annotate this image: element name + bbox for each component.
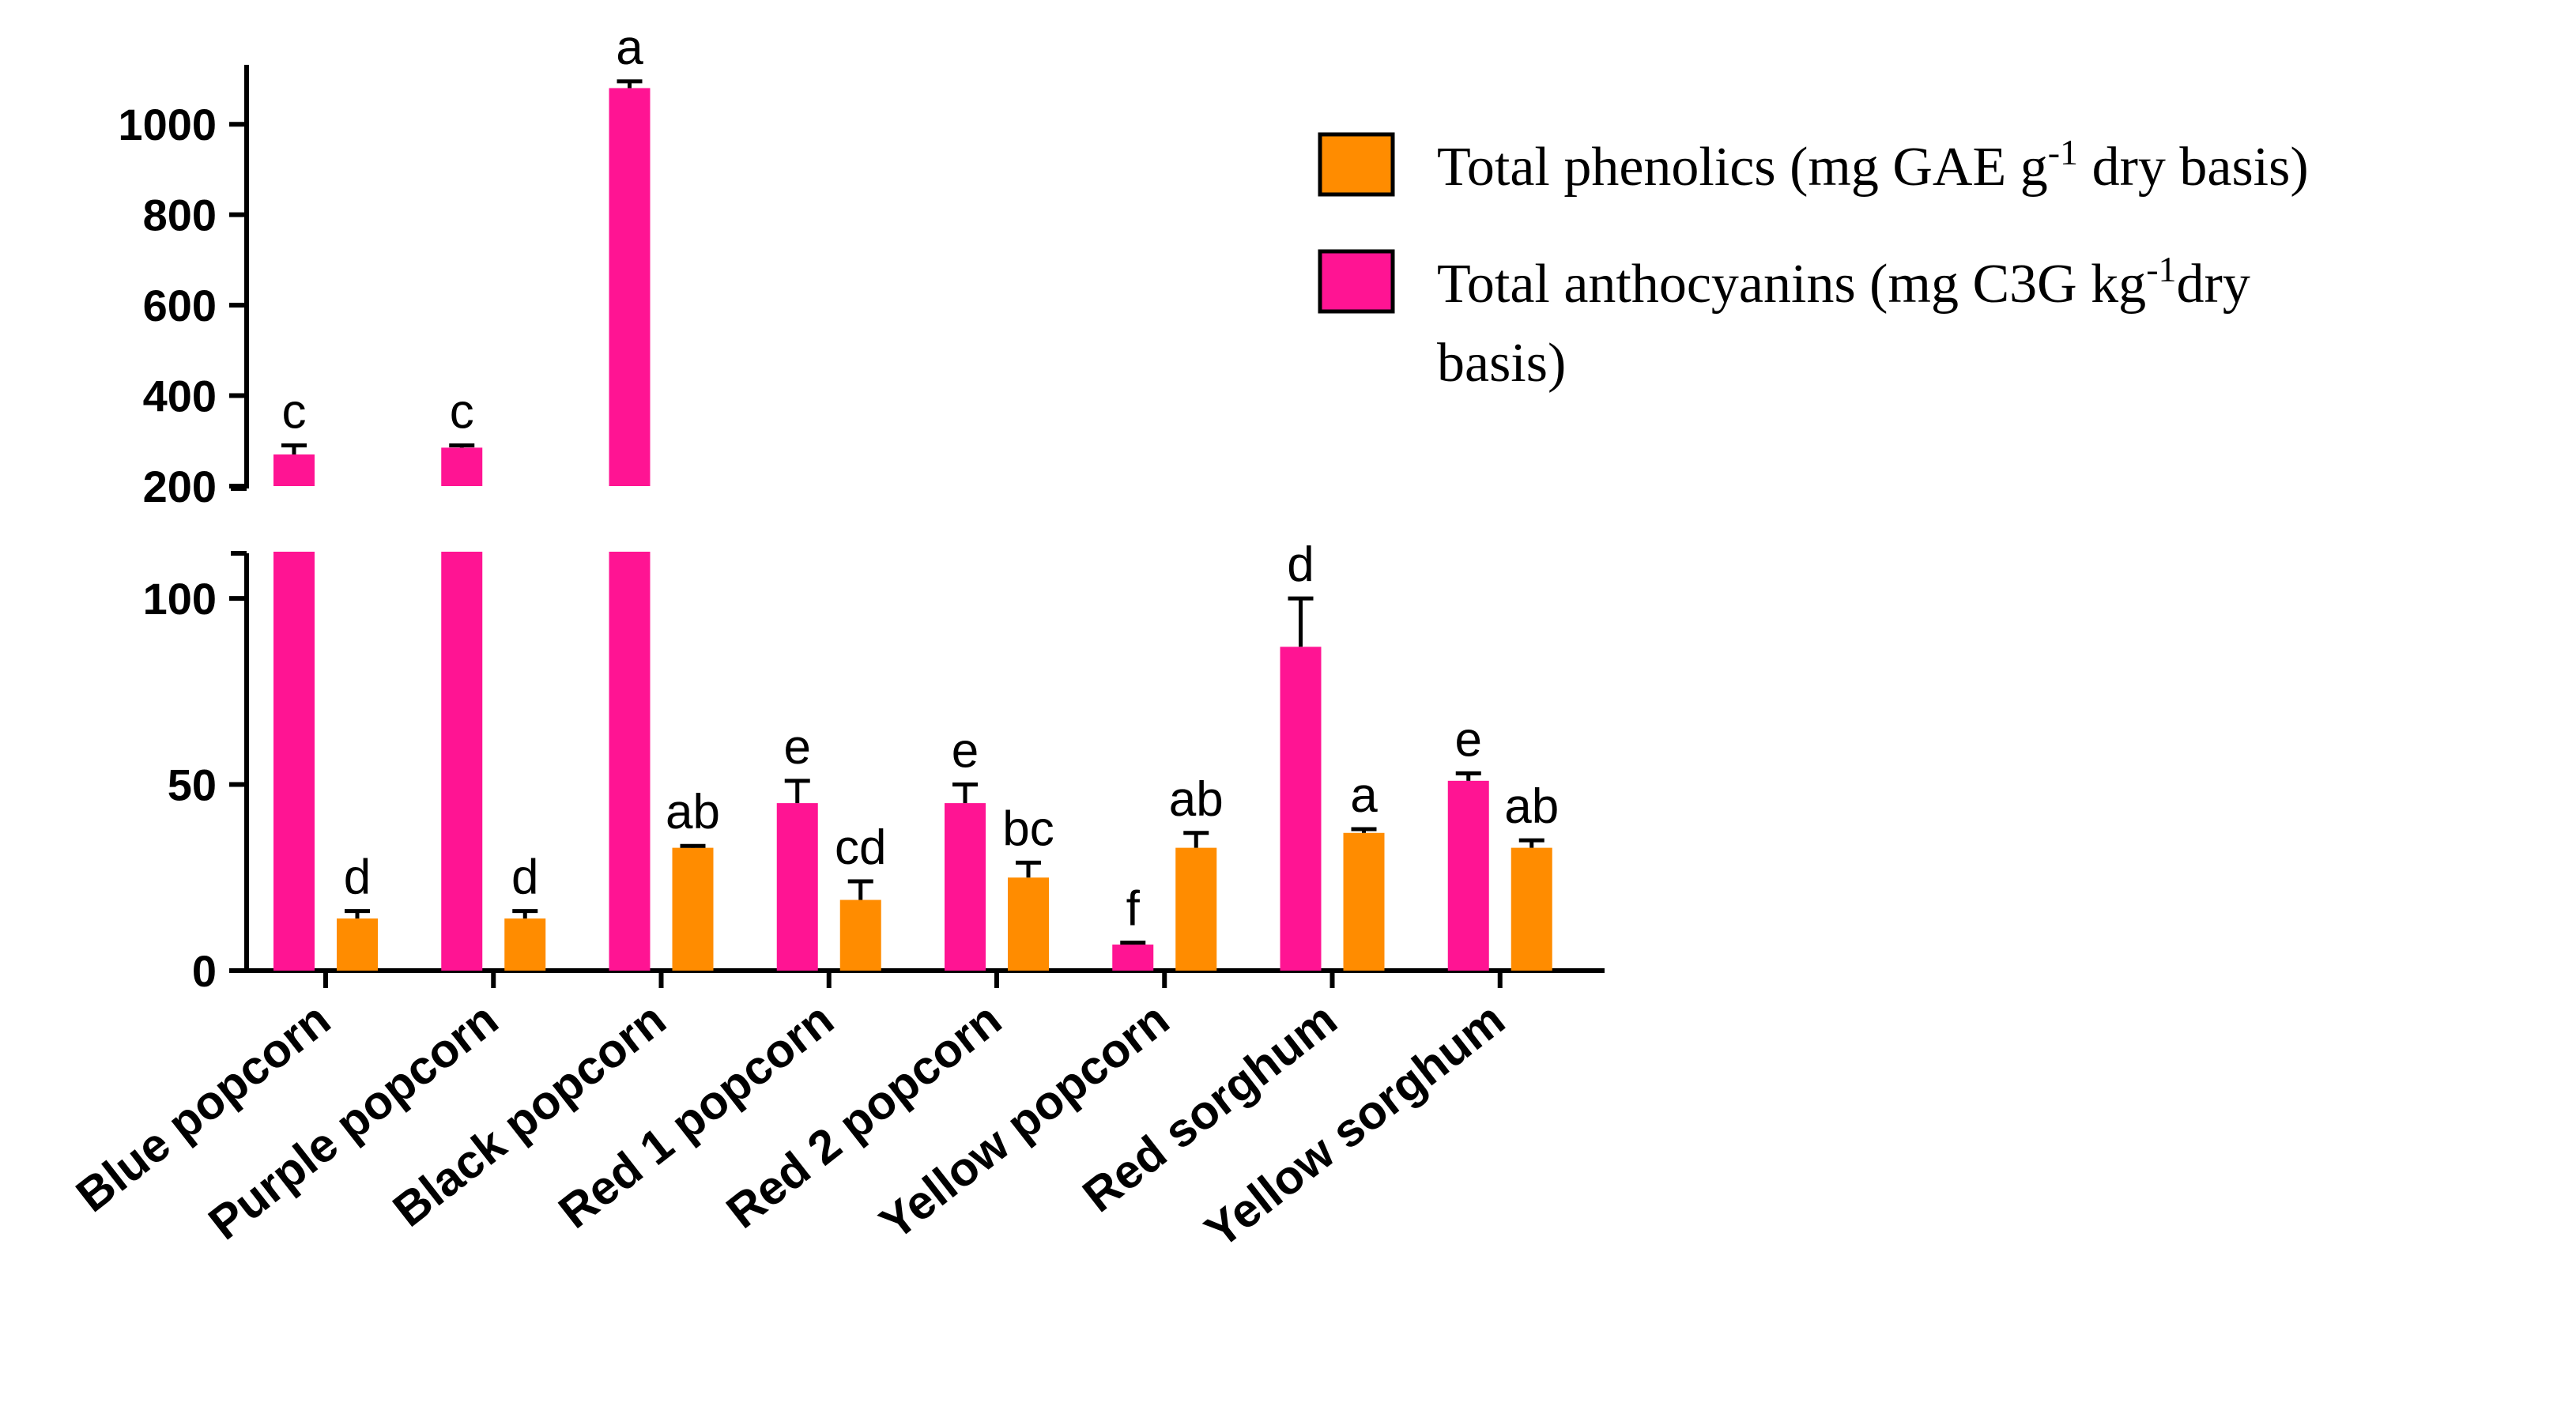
legend-label-superscript: -1 xyxy=(2048,132,2078,172)
y-tick-label: 100 xyxy=(143,574,217,624)
y-tick-label: 0 xyxy=(192,946,217,996)
significance-letter: e xyxy=(784,720,811,775)
significance-letter: a xyxy=(1350,768,1378,823)
bar-phenolics xyxy=(1343,832,1385,971)
significance-letter: e xyxy=(952,724,979,779)
category-label: Red 2 popcorn xyxy=(717,992,1011,1238)
legend-swatch xyxy=(1318,132,1395,197)
bar-phenolics xyxy=(1008,877,1049,971)
legend: Total phenolics (mg GAE g-1 dry basis)To… xyxy=(1318,132,2309,394)
significance-letter: cd xyxy=(835,820,886,875)
bars xyxy=(273,88,1552,971)
y-tick-label: 800 xyxy=(143,190,217,240)
bar-anthocyanins xyxy=(776,803,818,971)
category-label: Yellow popcorn xyxy=(870,992,1179,1250)
bar-phenolics xyxy=(337,918,378,971)
significance-letter: d xyxy=(344,850,371,905)
y-tick-label: 50 xyxy=(168,760,217,810)
significance-letter: ab xyxy=(666,785,720,839)
bar-anthocyanins xyxy=(1447,780,1489,971)
tick-labels: 0 50 100 200 400 600 800 1000 xyxy=(118,100,217,996)
bar-anthocyanins-upper xyxy=(273,454,315,486)
legend-label-text-end: dry basis) xyxy=(2078,137,2309,198)
bar-anthocyanins-lower xyxy=(441,552,483,971)
legend-label-text: Total anthocyanins (mg C3G kg xyxy=(1437,254,2146,315)
legend-label: Total phenolics (mg GAE g-1 dry basis) xyxy=(1437,132,2309,198)
significance-letter: a xyxy=(616,21,643,75)
category-label: Purple popcorn xyxy=(199,992,508,1250)
significance-letter: c xyxy=(450,385,474,439)
bar-phenolics xyxy=(672,847,714,971)
legend-label: Total anthocyanins (mg C3G kg-1dry xyxy=(1437,249,2250,315)
bar-anthocyanins xyxy=(1280,647,1322,971)
bar-anthocyanins-upper xyxy=(609,88,651,486)
bar-phenolics xyxy=(1175,847,1217,971)
significance-letter: d xyxy=(511,850,538,905)
significance-letter: ab xyxy=(1169,772,1224,827)
category-label: Red 1 popcorn xyxy=(549,992,843,1238)
significance-letter: d xyxy=(1287,537,1314,592)
significance-letter: c xyxy=(282,385,307,439)
bar-anthocyanins-lower xyxy=(609,552,651,971)
significance-letter: f xyxy=(1126,882,1141,937)
category-label: Yellow sorghum xyxy=(1195,992,1514,1258)
y-tick-label: 1000 xyxy=(118,100,217,149)
legend-label-line2: basis) xyxy=(1437,333,1566,394)
y-tick-label: 400 xyxy=(143,371,217,421)
axes xyxy=(229,65,1605,988)
significance-letter: bc xyxy=(1002,801,1054,856)
significance-letter: e xyxy=(1455,712,1482,767)
legend-label-text-end: dry xyxy=(2177,254,2250,315)
bar-anthocyanins-upper xyxy=(441,447,483,486)
bar-anthocyanins-lower xyxy=(273,552,315,971)
bar-anthocyanins xyxy=(1112,945,1154,971)
bar-phenolics xyxy=(839,899,881,971)
legend-label-superscript: -1 xyxy=(2146,249,2176,289)
error-bars xyxy=(281,79,1544,945)
y-tick-label: 600 xyxy=(143,281,217,330)
significance-letter: ab xyxy=(1504,779,1559,834)
bar-phenolics xyxy=(504,918,546,971)
legend-label-text: Total phenolics (mg GAE g xyxy=(1437,137,2048,198)
bar-anthocyanins xyxy=(945,803,986,971)
legend-swatch xyxy=(1318,249,1395,314)
bar-phenolics xyxy=(1511,847,1552,971)
y-tick-label: 200 xyxy=(143,462,217,511)
